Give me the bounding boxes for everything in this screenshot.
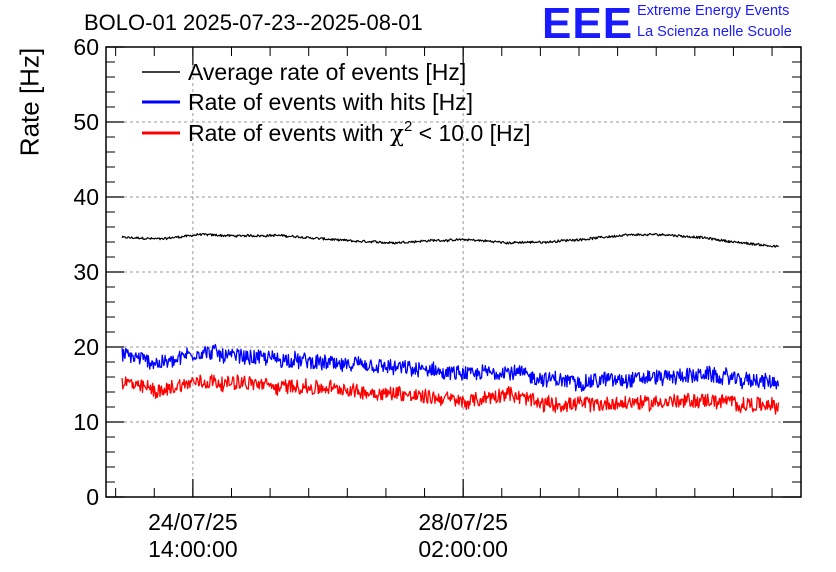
series-line-2	[121, 343, 780, 392]
legend-label-3: Rate of events with χ2 < 10.0 [Hz]	[188, 118, 531, 147]
series-layer	[121, 232, 780, 415]
logo-text-line-1: Extreme Energy Events	[637, 3, 790, 19]
logo-text-line-2: La Scienza nelle Scuole	[637, 24, 792, 40]
series-line-1	[121, 232, 779, 248]
y-tick-label: 0	[86, 484, 99, 510]
legend: Average rate of events [Hz] Rate of event…	[142, 59, 531, 147]
x-tick-date-label: 28/07/25	[418, 509, 508, 535]
y-tick-label: 10	[73, 409, 99, 435]
grid-lines	[106, 47, 801, 497]
x-tick-date-label: 24/07/25	[148, 509, 238, 535]
eee-logo: EEE	[542, 0, 634, 48]
legend-label-1: Average rate of events [Hz]	[188, 59, 466, 85]
x-tick-time-label: 02:00:00	[418, 536, 508, 562]
legend-label-2: Rate of events with hits [Hz]	[188, 89, 473, 115]
y-tick-label: 30	[73, 259, 99, 285]
y-tick-label: 50	[73, 109, 99, 135]
x-tick-time-label: 14:00:00	[148, 536, 238, 562]
y-tick-labels: 0 10 20 30 40 50 60	[73, 34, 99, 510]
series-line-3	[121, 374, 780, 415]
axis-ticks	[106, 46, 801, 498]
chart-title: BOLO-01 2025-07-23--2025-08-01	[84, 10, 423, 35]
y-tick-label: 60	[73, 34, 99, 60]
y-tick-label: 20	[73, 334, 99, 360]
y-tick-label: 40	[73, 184, 99, 210]
